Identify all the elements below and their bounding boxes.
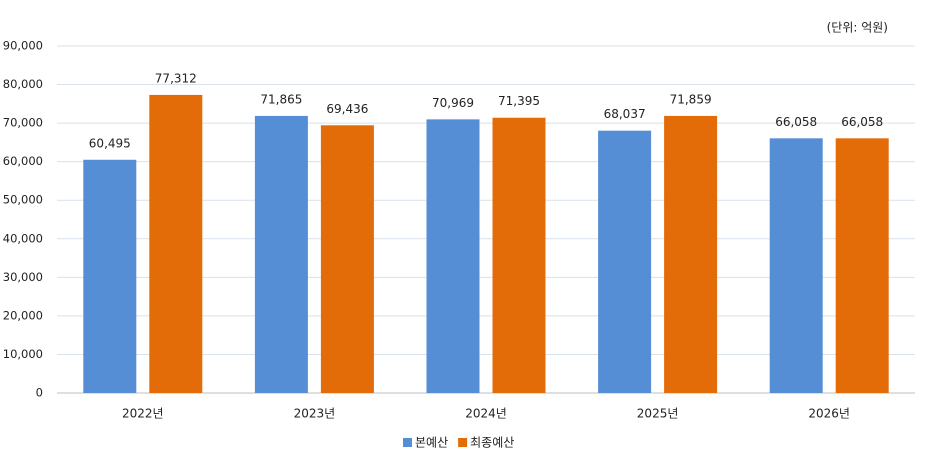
x-tick-label: 2022년: [122, 407, 164, 421]
value-label: 70,969: [432, 96, 474, 110]
legend-label: 본예산: [415, 436, 448, 450]
y-tick-label: 60,000: [3, 154, 43, 168]
value-label: 71,865: [260, 92, 302, 106]
y-tick-label: 40,000: [3, 231, 43, 245]
y-tick-label: 0: [36, 386, 43, 400]
value-label: 66,058: [775, 115, 817, 129]
y-tick-label: 20,000: [3, 308, 43, 322]
bar: [598, 130, 652, 393]
x-tick-label: 2023년: [294, 407, 336, 421]
bar: [426, 119, 480, 394]
x-tick-label: 2024년: [465, 407, 507, 421]
x-tick-label: 2026년: [808, 407, 850, 421]
value-label: 71,859: [670, 92, 712, 106]
value-label: 66,058: [841, 115, 883, 129]
value-label: 69,436: [326, 102, 368, 116]
bar: [664, 115, 718, 393]
y-tick-label: 70,000: [3, 116, 43, 130]
unit-annotation: (단위: 억원): [827, 21, 888, 35]
value-label: 68,037: [604, 107, 646, 121]
bar: [254, 115, 308, 393]
value-label: 77,312: [155, 71, 197, 85]
bar: [492, 117, 546, 394]
y-tick-label: 30,000: [3, 270, 43, 284]
bar: [320, 125, 374, 393]
bar: [83, 159, 137, 393]
bar: [149, 94, 203, 394]
y-tick-label: 80,000: [3, 77, 43, 91]
value-label: 71,395: [498, 94, 540, 108]
x-tick-label: 2025년: [637, 407, 679, 421]
y-tick-label: 10,000: [3, 347, 43, 361]
bar: [835, 138, 889, 393]
value-label: 60,495: [89, 136, 131, 150]
y-tick-label: 50,000: [3, 193, 43, 207]
legend-swatch: [403, 438, 412, 447]
legend-swatch: [458, 438, 468, 447]
legend-label: 최종예산: [470, 436, 514, 450]
bar: [769, 138, 823, 393]
y-tick-label: 90,000: [3, 39, 43, 53]
